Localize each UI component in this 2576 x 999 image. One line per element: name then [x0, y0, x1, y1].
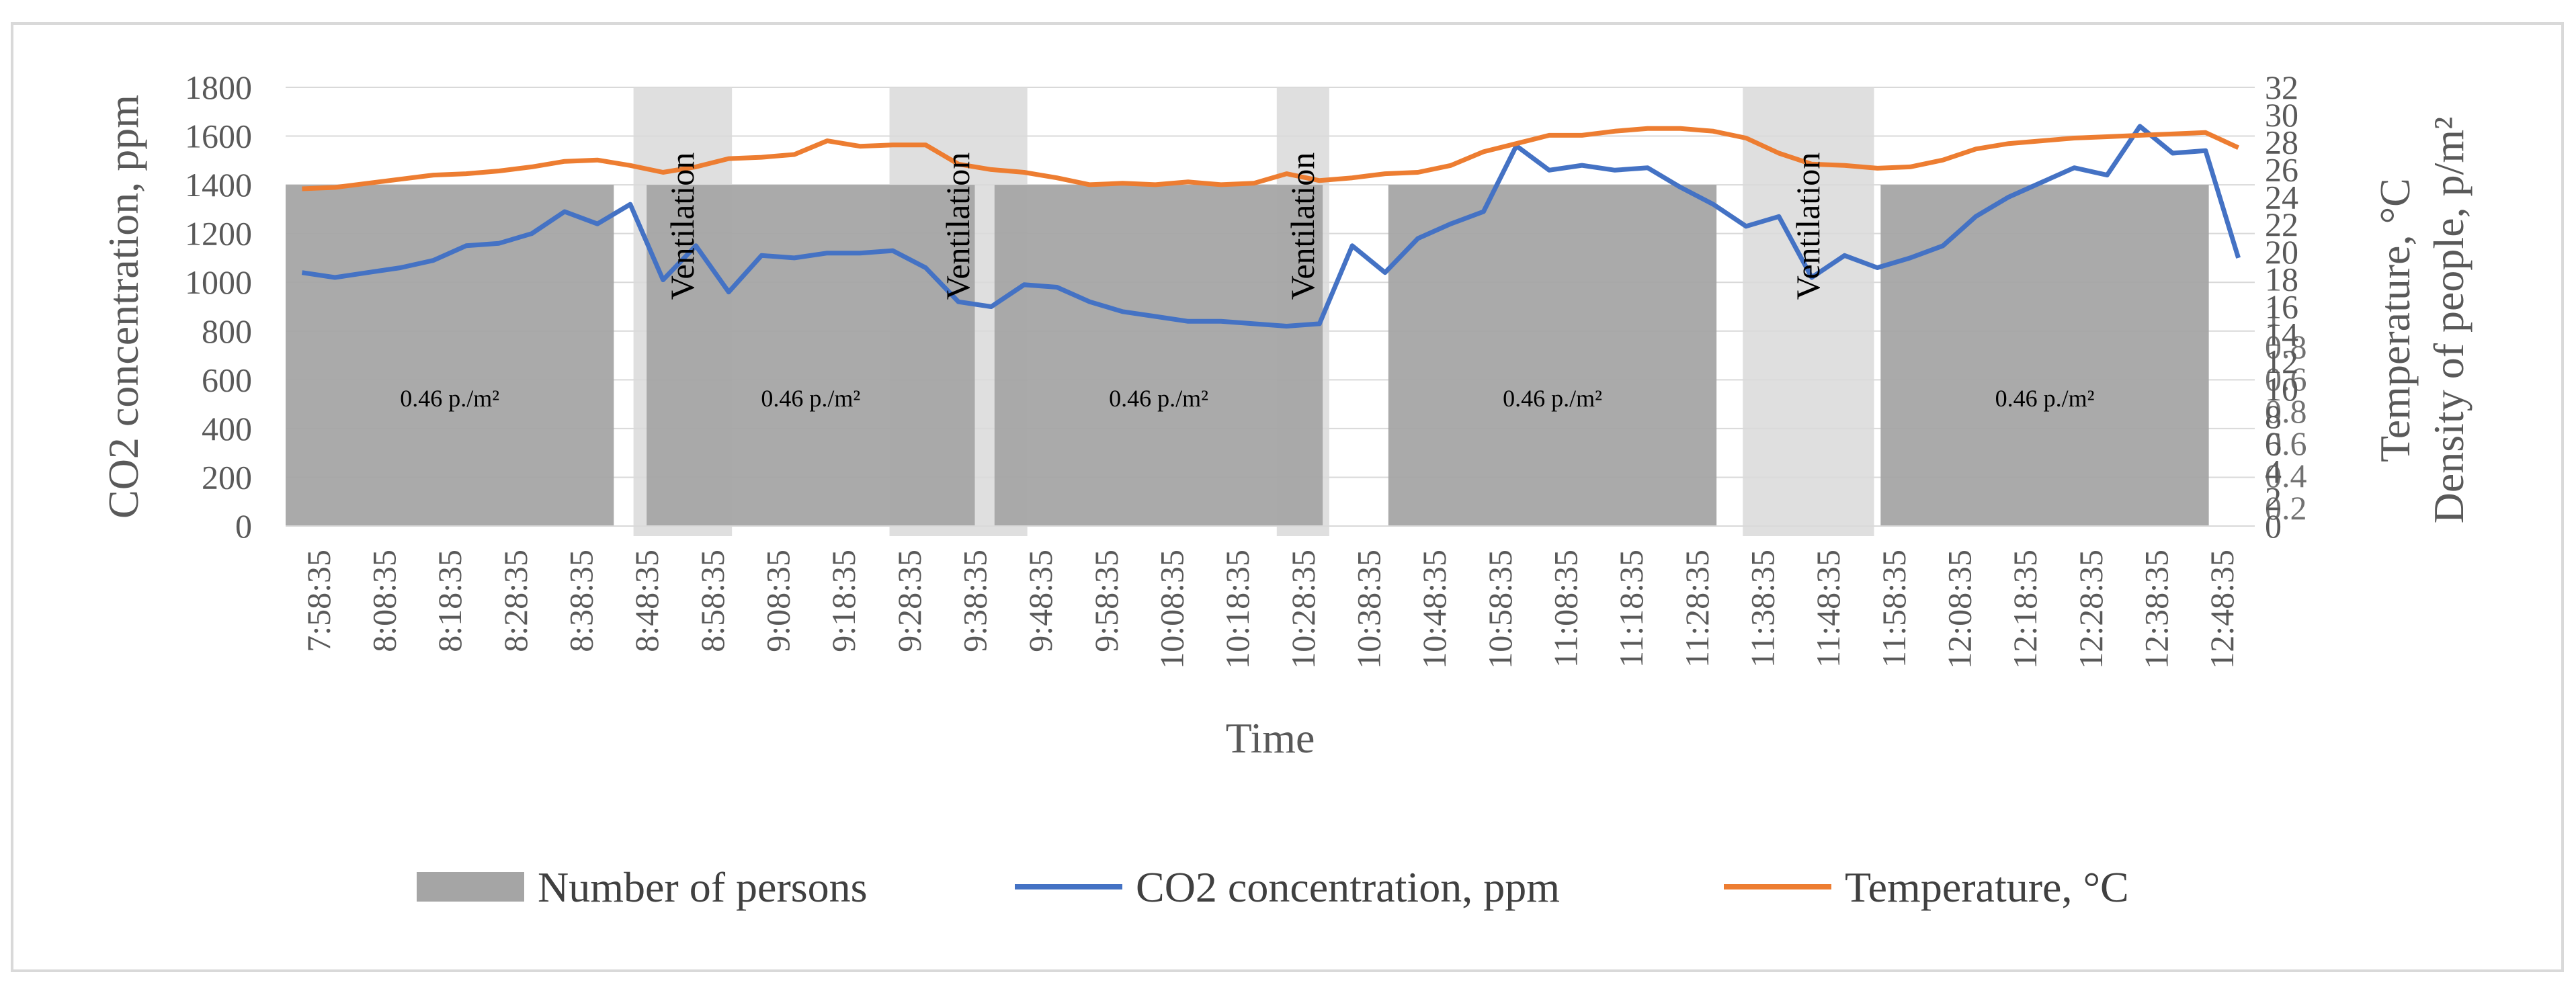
y3-tick-label: 0.2 — [2265, 489, 2307, 527]
ventilation-label: Ventilation — [1284, 153, 1321, 300]
co2-line — [301, 124, 2241, 329]
y-axis-title: CO2 concentration, ppm — [99, 95, 147, 519]
y2-tick-label: 16 — [2265, 288, 2298, 326]
legend-swatch — [417, 872, 524, 902]
y2-axis-title: Temperature, °C — [2371, 178, 2419, 462]
occupancy-area — [647, 185, 975, 526]
x-tick-label: 9:18:35 — [825, 550, 862, 652]
x-tick-label: 12:18:35 — [2006, 550, 2044, 669]
y2-tick-label: 24 — [2265, 178, 2298, 216]
y-tick-label: 1800 — [185, 69, 252, 106]
occupancy-area — [1388, 185, 1717, 526]
x-tick-label: 9:48:35 — [1022, 550, 1059, 652]
x-tick-label: 10:28:35 — [1284, 550, 1322, 669]
occupancy-label: 0.46 p./m² — [400, 385, 499, 412]
x-tick-label: 8:58:35 — [694, 550, 731, 652]
y2-tick-label: 14 — [2265, 315, 2298, 353]
x-tick-label: 11:28:35 — [1678, 550, 1716, 668]
y-tick-label: 600 — [202, 361, 252, 398]
legend-label: Number of persons — [538, 863, 868, 911]
y-tick-label: 400 — [202, 410, 252, 447]
axes: 0200400600800100012001400160018000246810… — [99, 69, 2473, 762]
y3-axis-title: Density of people, p/m² — [2425, 117, 2473, 524]
y2-tick-label: 28 — [2265, 124, 2298, 161]
x-tick-label: 10:58:35 — [1481, 550, 1519, 669]
x-tick-label: 9:58:35 — [1087, 550, 1125, 652]
temperature-line — [302, 126, 2240, 191]
occupancy-label: 0.46 p./m² — [1503, 385, 1602, 412]
x-tick-label: 8:18:35 — [431, 550, 468, 652]
y2-tick-label: 22 — [2265, 206, 2298, 243]
y-tick-label: 0 — [235, 507, 252, 545]
y-tick-label: 800 — [202, 312, 252, 350]
x-tick-label: 8:38:35 — [563, 550, 600, 652]
y2-tick-label: 32 — [2265, 69, 2298, 106]
y-tick-label: 1600 — [185, 118, 252, 155]
x-tick-label: 8:08:35 — [366, 550, 403, 652]
occupancy-area — [994, 185, 1323, 526]
x-tick-label: 10:48:35 — [1415, 550, 1453, 669]
x-axis-title: Time — [1226, 714, 1315, 762]
y2-tick-label: 6 — [2265, 425, 2282, 463]
y2-tick-label: 12 — [2265, 343, 2298, 380]
y3-tick-label: 1 — [2265, 296, 2282, 333]
y2-tick-label: 2 — [2265, 480, 2282, 517]
legend: Number of persons CO2 concentration, ppm T… — [417, 863, 2129, 911]
y3-tick-label: 0.8 — [2265, 392, 2307, 430]
occupancy-area — [1880, 185, 2209, 526]
occupancy-area — [286, 185, 614, 526]
y3-tick-label: 0.6 — [2265, 360, 2307, 398]
y2-tick-label: 4 — [2265, 452, 2282, 490]
ventilation-label: Ventilation — [663, 153, 701, 300]
y3-tick-label: 0.8 — [2265, 328, 2307, 365]
x-tick-label: 11:08:35 — [1547, 550, 1585, 668]
occupancy-label: 0.46 p./m² — [1995, 385, 2095, 412]
y-tick-label: 1200 — [185, 215, 252, 253]
annotations: Ventilation Ventilation Ventilation Ventila… — [400, 153, 2094, 412]
y-tick-label: 1400 — [185, 166, 252, 204]
x-tick-label: 10:38:35 — [1350, 550, 1388, 669]
y3-tick-label: 0.6 — [2265, 425, 2307, 462]
x-tick-label: 12:28:35 — [2072, 550, 2110, 669]
legend-label: Temperature, °C — [1845, 863, 2129, 911]
x-tick-label: 10:08:35 — [1153, 550, 1191, 669]
x-tick-label: 9:08:35 — [759, 550, 797, 652]
x-tick-label: 9:28:35 — [890, 550, 928, 652]
series-lines — [301, 124, 2241, 329]
ventilation-label: Ventilation — [939, 153, 977, 300]
y-tick-label: 1000 — [185, 263, 252, 301]
x-tick-label: 11:18:35 — [1612, 550, 1650, 668]
y2-tick-label: 8 — [2265, 398, 2282, 435]
legend-label: CO2 concentration, ppm — [1136, 863, 1560, 911]
y2-tick-label: 0 — [2265, 507, 2282, 545]
x-tick-label: 7:58:35 — [300, 550, 337, 652]
x-tick-label: 10:18:35 — [1218, 550, 1256, 669]
occupancy-areas — [286, 185, 2209, 526]
x-tick-label: 11:58:35 — [1875, 550, 1913, 668]
y2-tick-label: 10 — [2265, 370, 2298, 408]
x-tick-label: 11:38:35 — [1744, 550, 1782, 668]
x-tick-label: 12:38:35 — [2138, 550, 2175, 669]
y-tick-label: 200 — [202, 458, 252, 496]
x-tick-label: 8:28:35 — [497, 550, 534, 652]
x-tick-label: 12:48:35 — [2203, 550, 2241, 669]
x-tick-label: 8:48:35 — [628, 550, 665, 652]
y2-tick-label: 18 — [2265, 261, 2298, 298]
y3-tick-label: 0.4 — [2265, 457, 2307, 494]
ventilation-label: Ventilation — [1789, 153, 1827, 300]
y2-tick-label: 30 — [2265, 96, 2298, 134]
occupancy-label: 0.46 p./m² — [761, 385, 860, 412]
x-tick-label: 9:38:35 — [956, 550, 994, 652]
y2-tick-label: 26 — [2265, 150, 2298, 188]
occupancy-label: 0.46 p./m² — [1109, 385, 1208, 412]
y2-tick-label: 20 — [2265, 233, 2298, 271]
x-tick-label: 12:08:35 — [1941, 550, 1979, 669]
x-tick-label: 11:48:35 — [1809, 550, 1847, 668]
